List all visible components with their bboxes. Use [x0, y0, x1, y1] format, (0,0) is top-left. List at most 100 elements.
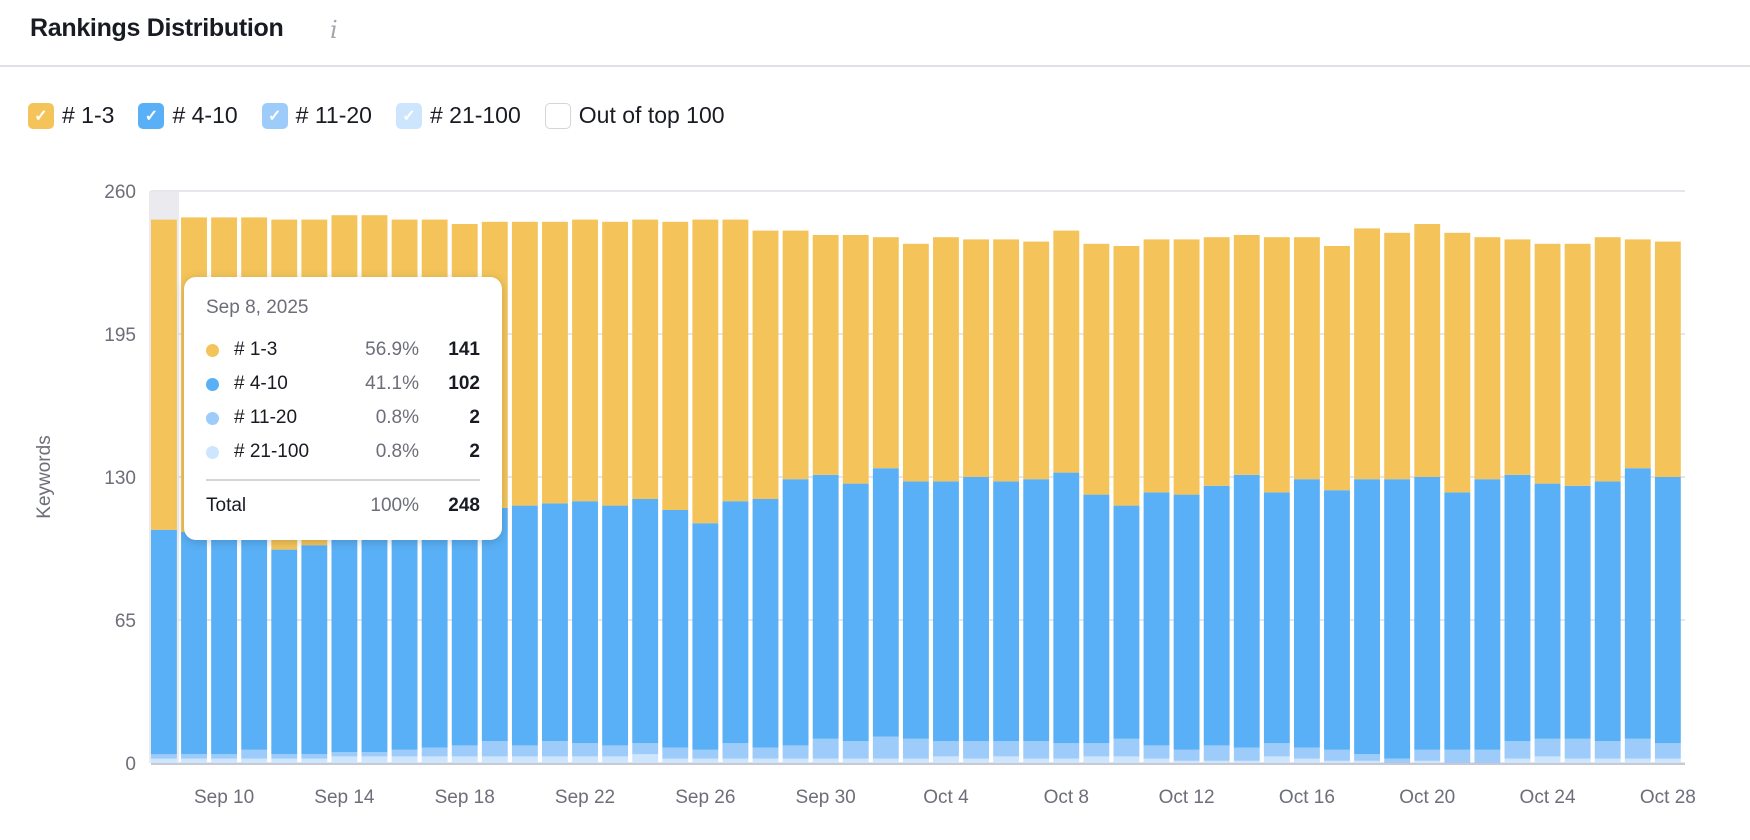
bar-segment[interactable] [1203, 485, 1230, 746]
bar-segment[interactable] [1173, 760, 1200, 763]
bar-segment[interactable] [1594, 237, 1621, 482]
bar-segment[interactable] [1083, 494, 1110, 744]
bar-segment[interactable] [812, 235, 839, 475]
bar-segment[interactable] [1474, 237, 1501, 480]
bar-segment[interactable] [1444, 492, 1471, 750]
bar-segment[interactable] [1203, 237, 1230, 486]
bar-segment[interactable] [662, 747, 689, 759]
bar-segment[interactable] [1384, 232, 1411, 480]
bar-segment[interactable] [1324, 246, 1350, 491]
bar-segment[interactable] [1534, 738, 1561, 757]
bar-segment[interactable] [391, 532, 418, 750]
bar-segment[interactable] [1414, 224, 1441, 477]
bar-segment[interactable] [391, 749, 418, 757]
bar-segment[interactable] [872, 736, 899, 759]
bar-segment[interactable] [1354, 228, 1381, 480]
bar-segment[interactable] [1053, 472, 1080, 744]
bar-segment[interactable] [963, 741, 989, 759]
bar-segment[interactable] [933, 481, 959, 741]
bar-segment[interactable] [1293, 747, 1320, 759]
bar-segment[interactable] [662, 510, 689, 748]
bar-segment[interactable] [1083, 243, 1110, 495]
bar-segment[interactable] [1534, 756, 1561, 763]
bar-segment[interactable] [1504, 239, 1531, 475]
bar-segment[interactable] [301, 545, 328, 755]
bar-segment[interactable] [872, 468, 899, 737]
bar-segment[interactable] [842, 483, 869, 741]
bar-segment[interactable] [421, 747, 448, 757]
checkbox-unchecked-icon[interactable] [544, 102, 571, 129]
bar-segment[interactable] [963, 239, 989, 477]
bar-segment[interactable] [1504, 474, 1531, 741]
bar-segment[interactable] [782, 758, 809, 763]
bar-segment[interactable] [151, 219, 177, 530]
bar-segment[interactable] [1564, 485, 1591, 739]
bar-segment[interactable] [842, 235, 869, 484]
bar-segment[interactable] [1293, 479, 1320, 748]
bar-segment[interactable] [993, 741, 1020, 757]
bar-segment[interactable] [1384, 758, 1411, 763]
legend-toggle-top-10[interactable]: ✓ # 4-10 [138, 102, 238, 129]
bar-segment[interactable] [1564, 758, 1591, 763]
bar-segment[interactable] [1354, 760, 1381, 763]
bar-segment[interactable] [1354, 479, 1381, 755]
bar-segment[interactable] [1624, 239, 1651, 469]
bar-segment[interactable] [572, 501, 598, 744]
bar-segment[interactable] [1263, 492, 1290, 744]
bar-segment[interactable] [1113, 505, 1140, 739]
bar-segment[interactable] [1444, 232, 1471, 493]
bar-segment[interactable] [1414, 760, 1441, 763]
bar-segment[interactable] [602, 745, 629, 757]
bar-segment[interactable] [181, 758, 207, 763]
bar-segment[interactable] [211, 758, 238, 763]
bar-segment[interactable] [271, 549, 298, 755]
bar-segment[interactable] [241, 529, 268, 750]
bar-segment[interactable] [572, 219, 598, 502]
bar-segment[interactable] [1233, 747, 1260, 761]
bar-segment[interactable] [301, 754, 328, 759]
bar-segment[interactable] [1113, 756, 1140, 763]
bar-segment[interactable] [752, 747, 779, 759]
bar-segment[interactable] [361, 752, 388, 757]
bar-segment[interactable] [301, 758, 328, 763]
bar-segment[interactable] [451, 529, 478, 746]
bar-segment[interactable] [1053, 230, 1080, 473]
bar-segment[interactable] [331, 756, 358, 763]
bar-segment[interactable] [391, 756, 418, 763]
bar-segment[interactable] [1594, 481, 1621, 741]
bar-segment[interactable] [1293, 237, 1320, 480]
bar-segment[interactable] [511, 221, 538, 506]
bar-segment[interactable] [542, 741, 568, 757]
bar-segment[interactable] [1654, 743, 1681, 759]
bar-segment[interactable] [902, 243, 929, 482]
bar-segment[interactable] [993, 756, 1020, 763]
bar-segment[interactable] [1233, 235, 1260, 475]
checkbox-checked-icon[interactable]: ✓ [261, 102, 288, 129]
bar-segment[interactable] [752, 758, 779, 763]
bar-segment[interactable] [1534, 243, 1561, 484]
bar-segment[interactable] [331, 534, 358, 752]
bar-segment[interactable] [872, 237, 899, 469]
bar-segment[interactable] [1023, 758, 1050, 763]
checkbox-checked-icon[interactable]: ✓ [395, 102, 422, 129]
bar-segment[interactable] [271, 754, 298, 759]
bar-segment[interactable] [1143, 758, 1170, 763]
bar-segment[interactable] [602, 221, 629, 506]
bar-segment[interactable] [782, 745, 809, 759]
bar-segment[interactable] [662, 758, 689, 763]
bar-segment[interactable] [1384, 479, 1411, 759]
bar-segment[interactable] [151, 529, 177, 755]
bar-segment[interactable] [1624, 758, 1651, 763]
bar-segment[interactable] [902, 758, 929, 763]
bar-segment[interactable] [542, 503, 568, 741]
bar-segment[interactable] [451, 745, 478, 757]
bar-segment[interactable] [481, 756, 508, 763]
checkbox-checked-icon[interactable]: ✓ [138, 102, 165, 129]
bar-segment[interactable] [1354, 754, 1381, 761]
bar-segment[interactable] [1504, 741, 1531, 759]
bar-segment[interactable] [451, 756, 478, 763]
bar-segment[interactable] [632, 754, 659, 763]
bar-segment[interactable] [1324, 760, 1350, 763]
bar-segment[interactable] [241, 758, 268, 763]
bar-segment[interactable] [1173, 749, 1200, 761]
